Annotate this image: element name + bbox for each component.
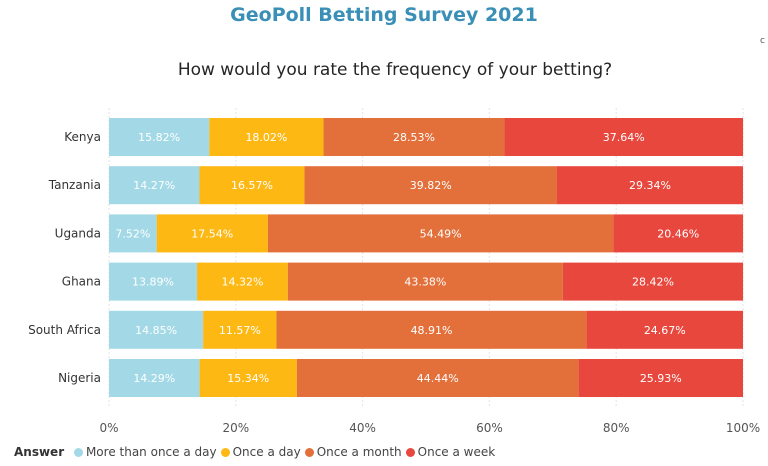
bar-segment [109,166,200,205]
category-label: Kenya [64,130,101,144]
x-tick-label: 0% [99,421,118,435]
bar-segment [556,166,743,205]
bar-segment [109,359,200,397]
bar-segment [199,166,305,205]
bar-segment [109,262,198,301]
legend-item: Once a week [405,445,496,459]
legend-title: Answer [14,445,65,459]
legend-label: Once a day [232,445,301,459]
data-label: 43.38% [404,276,446,289]
legend-swatch [73,448,83,457]
data-label: 17.54% [191,227,233,240]
data-label: 14.85% [135,324,177,337]
data-label: 39.82% [410,179,452,192]
x-tick-label: 60% [476,421,503,435]
data-label: 7.52% [115,227,150,240]
legend-item: Once a month [304,445,402,459]
category-label: South Africa [28,323,101,337]
legend-item: More than once a day [73,445,217,459]
data-label: 11.57% [219,324,261,337]
x-tick-label: 40% [349,421,376,435]
legend-swatch [405,448,415,457]
legend-label: Once a month [316,445,402,459]
category-labels: Kenya Tanzania Uganda Ghana South Africa Nige… [28,130,101,385]
data-label: 15.34% [227,372,269,385]
bar-segment [586,310,743,349]
bar-segment [109,118,210,156]
chart-title: GeoPoll Betting Survey 2021 [230,4,538,26]
bar-segment [613,214,744,253]
legend-swatch [304,448,314,457]
legend-item: Once a day [220,445,301,459]
chart-subtitle: How would you rate the frequency of your… [177,60,613,80]
bar-segment [287,262,563,301]
bar-segment [323,118,505,156]
x-tick-label: 100% [726,421,760,435]
data-label: 18.02% [245,131,287,144]
legend-label: More than once a day [85,445,217,459]
legend: Answer More than once a day Once a day Onc… [14,445,499,459]
bar-segment [504,118,744,156]
data-label: 28.53% [393,131,435,144]
category-label: Nigeria [58,371,101,385]
data-label: 24.67% [644,324,686,337]
bar-segment [562,262,744,301]
x-axis-ticks: 0% 20% 40% 60% 80% 100% [99,421,760,435]
bar-segment [199,359,297,397]
data-label: 15.82% [138,131,180,144]
category-label: Tanzania [48,178,101,192]
gridlines [108,108,744,408]
bar-segment [109,310,204,349]
bar-segment [203,310,277,349]
x-tick-label: 80% [603,421,630,435]
x-tick-label: 20% [222,421,249,435]
data-label: 29.34% [629,179,671,192]
data-label: 48.91% [411,324,453,337]
bars: 15.82% 18.02% 28.53% 37.64% 14.27% 16.57% 39.8… [109,118,744,397]
bar-segment [156,214,268,253]
bar-segment [578,359,743,397]
data-label: 20.46% [657,227,699,240]
category-label: Ghana [62,275,101,289]
bar-segment [197,262,288,301]
data-label: 54.49% [420,227,462,240]
bar-segment [267,214,614,253]
bar-segment [109,214,157,253]
bar-segment [304,166,557,205]
legend-label: Once a week [417,445,496,459]
bar-segment [276,310,587,349]
data-label: 28.42% [632,276,674,289]
bar-segment [209,118,324,156]
corner-mark: c [760,36,765,46]
data-label: 44.44% [417,372,459,385]
category-label: Uganda [55,226,101,240]
legend-swatch [220,448,230,457]
data-label: 14.32% [221,276,263,289]
bar-segment [296,359,579,397]
data-label: 14.29% [133,372,175,385]
data-label: 14.27% [133,179,175,192]
data-label: 25.93% [640,372,682,385]
data-label: 37.64% [603,131,645,144]
data-label: 16.57% [231,179,273,192]
data-label: 13.89% [132,276,174,289]
